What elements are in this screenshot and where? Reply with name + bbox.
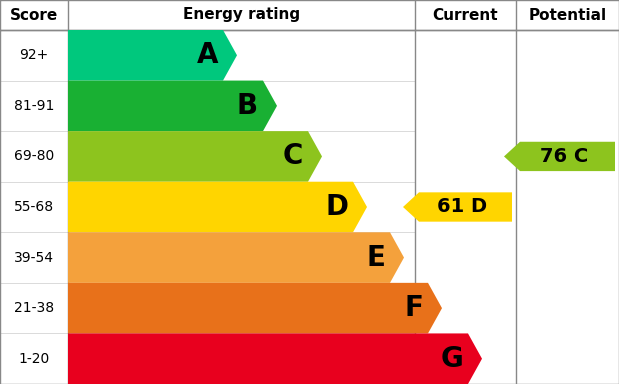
Text: 61 D: 61 D [438,197,488,217]
Text: Potential: Potential [529,8,607,23]
Text: F: F [404,294,423,322]
Polygon shape [68,283,442,333]
Polygon shape [68,333,482,384]
Polygon shape [68,30,237,81]
Text: C: C [283,142,303,170]
Polygon shape [403,192,512,222]
Text: Score: Score [10,8,58,23]
Text: A: A [196,41,218,69]
Text: 92+: 92+ [19,48,49,62]
Polygon shape [68,232,404,283]
Polygon shape [504,142,615,171]
Text: G: G [440,345,463,373]
Bar [0,0,619,30]
Text: 55-68: 55-68 [14,200,54,214]
Text: E: E [366,243,385,271]
Text: 21-38: 21-38 [14,301,54,315]
Text: 1-20: 1-20 [19,352,50,366]
Text: Energy rating: Energy rating [183,8,300,23]
Text: B: B [237,92,258,120]
Polygon shape [68,182,367,232]
Text: 81-91: 81-91 [14,99,54,113]
Polygon shape [68,81,277,131]
Text: 69-80: 69-80 [14,149,54,164]
Text: D: D [325,193,348,221]
Text: Current: Current [433,8,498,23]
Text: 76 C: 76 C [540,147,589,166]
Polygon shape [68,131,322,182]
Text: 39-54: 39-54 [14,251,54,265]
